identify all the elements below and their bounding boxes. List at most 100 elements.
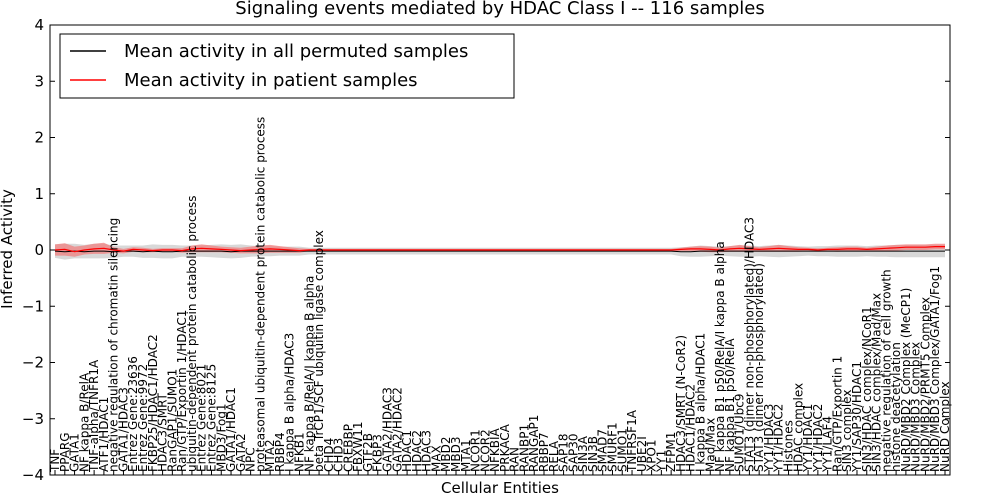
x-tick-label: MTA1 [459, 439, 473, 472]
x-ticks [54, 470, 946, 475]
patient-mean-line [54, 246, 945, 253]
x-tick-label: I kappa B alpha/HDAC1 [694, 333, 708, 472]
y-tick-label: −1 [22, 297, 44, 315]
x-tick-label: NuRD/MBD3 Complex [909, 342, 923, 472]
y-tick-label: 1 [34, 185, 44, 203]
legend-box [59, 33, 515, 99]
x-tick-label: TNF [48, 449, 62, 473]
x-tick-label: STAT3 (dimer non-phosphorylated) [752, 263, 766, 472]
x-tick-label: I kappa B alpha/HDAC3 [283, 333, 297, 472]
x-tick-label: RAN [508, 447, 522, 472]
x-tick-label: SMAD7 [596, 429, 610, 472]
x-tick-label: GTF2B [361, 433, 375, 472]
x-tick-label: GATA2/HDAC3 [381, 387, 395, 472]
x-tick-label: SIN3/HDAC complex/Mad/Max [870, 293, 884, 472]
x-tick-label: negative regulation of chromatin silenci… [107, 218, 121, 472]
x-tick-label: NuRD/MBD3 Complex/GATA1/Fog1 [928, 266, 942, 472]
x-tick-label: HDAC3 [420, 430, 434, 472]
y-tick-label: −3 [22, 410, 44, 428]
x-tick-label: MAX [429, 445, 443, 472]
x-tick-label: NuRD/MBD2 Complex (MeCP1) [899, 288, 913, 472]
x-tick-label: FKBP25/HDAC1/HDAC2 [146, 334, 160, 472]
legend: Mean activity in all permuted samples Me… [59, 33, 515, 99]
x-tick-label: NF kappa B/RelA/I kappa B alpha [302, 276, 316, 472]
x-tick-label: ZFPM1 [664, 432, 678, 472]
x-tick-label: histone deacetylation [889, 342, 903, 472]
legend-label-patient: Mean activity in patient samples [124, 70, 418, 91]
x-tick-label: NPC [244, 447, 258, 472]
x-tick-label: SUMO1/Ubc9 [733, 393, 747, 472]
x-tick-label: HDAC1 [400, 430, 414, 472]
y-tick-label: −2 [22, 354, 44, 372]
x-tick-label: RANGAP1 [527, 415, 541, 472]
x-tick-label: Entrez Gene:9972 [136, 364, 150, 472]
x-tick-label: CHD4 [322, 438, 336, 472]
x-tick-label: YY1/LAF4 [821, 416, 835, 473]
plot-frame [49, 24, 951, 476]
x-tick-label: CHD3 [332, 438, 346, 472]
x-tick-label: YY1/HDAC3 [762, 404, 776, 473]
x-tick-label: GATA2 [234, 433, 248, 472]
y-tick-label: 0 [34, 241, 44, 259]
x-tick-label: NF kappa B1 p50/RelA/I kappa B alpha [713, 241, 727, 472]
y-axis-label: Inferred Activity [0, 189, 16, 309]
x-tick-label: Ran/GTP/Exportin 1/HDAC1 [175, 310, 189, 472]
y-tick-label: −4 [22, 466, 44, 484]
series-lines [54, 246, 945, 253]
x-tick-label: SIN3A [576, 435, 590, 472]
y-tick-label: 3 [34, 72, 44, 90]
x-axis-label: Cellular Entities [441, 479, 559, 497]
x-tick-label: HDAC1/HDAC2 [684, 384, 698, 472]
legend-label-permuted: Mean activity in all permuted samples [124, 41, 468, 62]
x-tick-label: XPO1 [645, 439, 659, 472]
x-tick-label: Mad/Max [703, 418, 717, 472]
x-tick-label: UBE2I [635, 436, 649, 472]
x-tick-label: MBD3 [449, 437, 463, 472]
x-tick-label: FBXW11 [351, 422, 365, 473]
x-tick-label: Entrez Gene:23636 [126, 356, 140, 472]
x-tick-label: HDAC3/SMRT (N-CoR2) [674, 335, 688, 472]
x-tick-label: RELA [547, 440, 561, 472]
x-tick-label: Ran/GTP/Exportin 1 [830, 356, 844, 472]
x-tick-label: YY1/SAP30/HDAC1 [850, 361, 864, 473]
x-tick-label: proteasomal ubiquitin-dependent protein … [253, 117, 267, 472]
x-tick-label: ATF1/HDAC1 [97, 397, 111, 472]
x-tick-label: Histones [782, 420, 796, 472]
x-tick-label: Entrez Gene:8125 [205, 364, 219, 472]
x-tick-label: RBBP7 [537, 432, 551, 472]
x-tick-label: MBD2 [439, 437, 453, 472]
x-tick-label: MTA2 [263, 439, 277, 472]
x-tick-label: Entrez Gene:8021 [195, 364, 209, 472]
x-tick-label: SIN3/HDAC complex/NCoR1 [860, 306, 874, 472]
x-tick-label: NFKBIA [488, 427, 502, 472]
x-tick-label: RBBP4 [273, 432, 287, 472]
x-tick-label: MBD3/Fog1 [214, 403, 228, 472]
x-tick-label: YY1/HDAC2 [811, 404, 825, 473]
x-tick-label: PRKACA [498, 423, 512, 472]
permuted-mean-line [54, 250, 945, 253]
x-tick-label: NF kappa B1 p50/RelA [723, 338, 737, 472]
x-tick-label: SAP30 [566, 433, 580, 472]
x-tick-label: GATA1 [68, 433, 82, 472]
x-tick-label: CREBBP [341, 424, 355, 472]
x-tick-label: NFKB1 [293, 432, 307, 472]
x-tick-label: GATA1/HDAC3 [117, 387, 131, 472]
x-tick-label: HDAC3/SMRT [156, 392, 170, 472]
x-tick-label: PPARG [58, 432, 72, 472]
x-tick-label: ubiquitin-dependent protein catabolic pr… [185, 196, 199, 472]
x-tick-label: TNFRSF1A [625, 409, 639, 473]
x-tick-label: HDAC complex [791, 383, 805, 472]
x-tick-label: HDAC2 [410, 430, 424, 472]
x-tick-label: FKBP3 [371, 434, 385, 472]
x-tick-label: YY1/HDAC1 [801, 404, 815, 473]
x-tick-label: negative regulation of cell growth [879, 269, 893, 472]
x-tick-label: YY1 [654, 450, 668, 473]
x-tick-label: SIN3 complex [840, 390, 854, 472]
x-tick-label: SAP18 [557, 433, 571, 472]
x-tick-label: RANBP1 [518, 424, 532, 472]
x-tick-label: RanGAP1/SUMO1 [165, 369, 179, 472]
x-tick-label: SUMO1 [615, 428, 629, 472]
x-tick-label: GATA2/HDAC2 [390, 387, 404, 472]
